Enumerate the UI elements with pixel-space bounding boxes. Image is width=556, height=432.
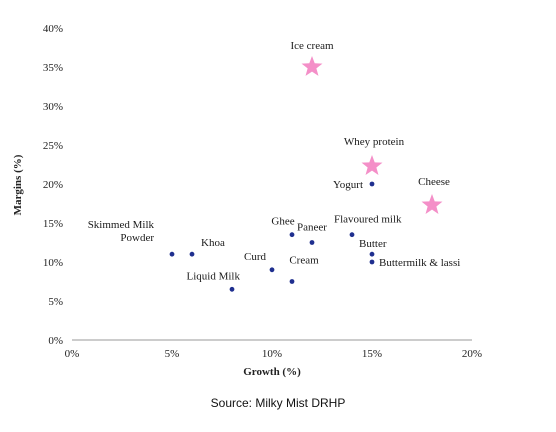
point-label-yogurt: Yogurt	[333, 179, 363, 191]
x-tick-label: 15%	[362, 348, 382, 360]
point-label-curd: Curd	[244, 251, 267, 263]
y-tick-label: 0%	[48, 335, 63, 347]
point-label-flavoured-milk: Flavoured milk	[334, 214, 402, 226]
point-cream	[289, 279, 295, 284]
point-skimmed-milk-powder	[169, 251, 175, 257]
y-tick-label: 20%	[43, 179, 63, 191]
point-star-ice-cream	[301, 56, 323, 76]
point-label-cheese: Cheese	[418, 176, 450, 188]
point-label-ghee: Ghee	[271, 216, 294, 228]
scatter-chart: 0% 5% 10% 15% 20% 0% 5% 10% 15% 20% 25% 30% 35% 40% S…	[12, 23, 482, 378]
point-butter	[369, 251, 375, 257]
x-tick-label: 0%	[65, 348, 80, 360]
y-tick-label: 30%	[43, 101, 63, 113]
point-paneer	[309, 240, 315, 245]
x-tick-label: 10%	[262, 348, 282, 360]
point-label-whey-protein: Whey protein	[344, 136, 405, 148]
data-points	[169, 56, 443, 292]
y-tick-label: 10%	[43, 257, 63, 269]
y-tick-label: 25%	[43, 140, 63, 152]
y-axis-title: Margins (%)	[12, 154, 24, 215]
y-tick-label: 5%	[48, 296, 63, 308]
point-star-cheese	[421, 194, 443, 214]
point-label-butter: Butter	[359, 238, 387, 250]
point-label-khoa: Khoa	[201, 237, 225, 249]
point-label-skimmed-milk-powder: Skimmed Milk Powder	[88, 219, 155, 244]
y-tick-label: 35%	[43, 62, 63, 74]
point-label-ice-cream: Ice cream	[290, 40, 333, 52]
tick-labels: 0% 5% 10% 15% 20% 0% 5% 10% 15% 20% 25% 30% 35% 40%	[43, 23, 482, 360]
source-note: Source: Milky Mist DRHP	[210, 396, 346, 410]
point-khoa	[189, 251, 195, 257]
point-label-cream: Cream	[289, 255, 319, 267]
x-axis-title: Growth (%)	[243, 366, 301, 378]
point-buttermilk-lassi	[369, 259, 375, 265]
point-label-liquid-milk: Liquid Milk	[187, 270, 241, 282]
point-curd	[269, 267, 275, 273]
point-flavoured-milk	[349, 232, 355, 238]
point-ghee	[289, 232, 295, 238]
point-liquid-milk	[229, 286, 235, 292]
y-tick-label: 40%	[43, 23, 63, 35]
point-star-whey-protein	[361, 155, 383, 175]
x-tick-label: 20%	[462, 348, 482, 360]
point-label-buttermilk-lassi: Buttermilk & lassi	[379, 257, 460, 269]
x-tick-label: 5%	[165, 348, 180, 360]
point-label-paneer: Paneer	[297, 222, 327, 234]
y-tick-label: 15%	[43, 218, 63, 230]
point-yogurt	[369, 181, 375, 187]
